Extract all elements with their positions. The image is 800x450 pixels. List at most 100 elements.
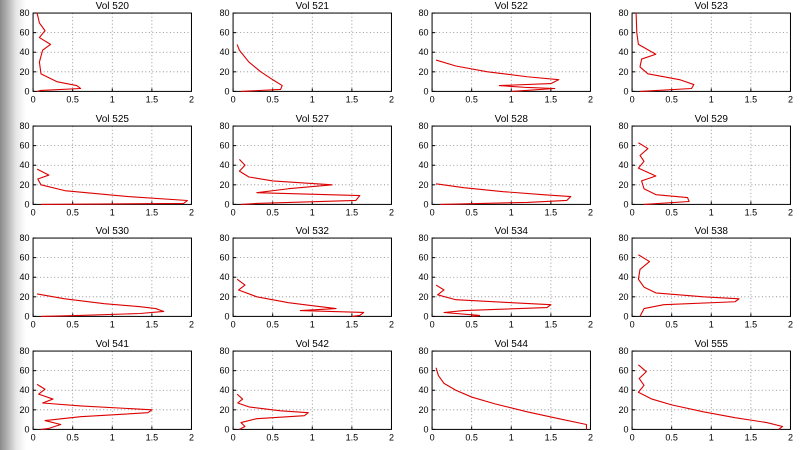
x-tick-label: 2: [189, 207, 194, 217]
subplot-title: Vol 532: [295, 226, 329, 237]
y-tick-label: 40: [219, 385, 229, 395]
data-line: [236, 44, 283, 92]
y-tick-label: 0: [224, 311, 229, 321]
x-tick-label: 0.5: [665, 207, 678, 217]
x-tick-label: 2: [588, 207, 593, 217]
y-tick-label: 60: [419, 28, 429, 38]
x-tick-label: 2: [388, 432, 393, 442]
data-line: [36, 383, 153, 430]
y-tick-label: 60: [419, 140, 429, 150]
y-tick-label: 20: [219, 292, 229, 302]
subplot-vol-532: 0 0.5 1 1.5 2 0 20 40 60 80 Vol 532: [202, 225, 402, 338]
subplot-vol-520: 0 0.5 1 1.5 2 0 20 40 60 80 Vol 520: [2, 0, 202, 113]
x-tick-label: 1.5: [545, 432, 558, 442]
subplot-title: Vol 527: [295, 114, 329, 125]
subplot-title: Vol 541: [96, 339, 130, 350]
y-tick-label: 40: [618, 272, 628, 282]
y-tick-label: 20: [20, 404, 30, 414]
y-tick-label: 60: [20, 28, 30, 38]
x-tick-label: 0.5: [266, 319, 279, 329]
x-tick-label: 0: [629, 207, 634, 217]
x-tick-label: 0: [430, 207, 435, 217]
y-tick-label: 60: [219, 28, 229, 38]
y-tick-label: 0: [25, 86, 30, 96]
x-tick-label: 0.5: [266, 94, 279, 104]
data-line: [635, 13, 694, 92]
y-tick-label: 60: [219, 253, 229, 263]
x-tick-label: 1.5: [345, 207, 358, 217]
x-tick-label: 1.5: [146, 94, 159, 104]
data-line: [637, 254, 740, 317]
y-tick-label: 20: [419, 67, 429, 77]
y-tick-label: 40: [20, 47, 30, 57]
y-tick-label: 20: [20, 179, 30, 189]
y-tick-label: 60: [20, 253, 30, 263]
x-tick-label: 0.5: [665, 432, 678, 442]
subplot-vol-527: 0 0.5 1 1.5 2 0 20 40 60 80 Vol 527: [202, 113, 402, 226]
data-line: [435, 284, 552, 317]
x-tick-label: 1: [110, 207, 115, 217]
y-tick-label: 0: [224, 424, 229, 434]
y-tick-label: 20: [419, 404, 429, 414]
x-tick-label: 0: [31, 432, 36, 442]
x-tick-label: 2: [787, 94, 792, 104]
y-tick-label: 80: [419, 233, 429, 243]
y-tick-label: 20: [219, 179, 229, 189]
subplot-title: Vol 528: [495, 114, 529, 125]
y-tick-label: 60: [20, 140, 30, 150]
y-tick-label: 0: [424, 424, 429, 434]
y-tick-label: 40: [419, 272, 429, 282]
subplot-vol-528: 0 0.5 1 1.5 2 0 20 40 60 80 Vol 528: [401, 113, 601, 226]
data-line: [238, 158, 360, 205]
y-tick-label: 0: [424, 199, 429, 209]
x-tick-label: 0: [430, 319, 435, 329]
data-line: [36, 12, 82, 92]
x-tick-label: 0.5: [66, 94, 79, 104]
y-tick-label: 40: [618, 47, 628, 57]
x-tick-label: 1.5: [744, 94, 757, 104]
x-tick-label: 0: [629, 94, 634, 104]
x-tick-label: 1: [509, 94, 514, 104]
x-tick-label: 1: [708, 94, 713, 104]
y-tick-label: 40: [219, 47, 229, 57]
data-line: [36, 168, 189, 205]
x-tick-label: 1.5: [146, 432, 159, 442]
x-tick-label: 0.5: [465, 94, 478, 104]
x-tick-label: 2: [787, 432, 792, 442]
subplot-vol-544: 0 0.5 1 1.5 2 0 20 40 60 80 Vol 544: [401, 338, 601, 450]
subplot-title: Vol 529: [694, 114, 728, 125]
x-tick-label: 1.5: [345, 94, 358, 104]
y-tick-label: 20: [618, 292, 628, 302]
x-tick-label: 1.5: [345, 432, 358, 442]
y-tick-label: 80: [20, 346, 30, 356]
y-tick-label: 80: [20, 121, 30, 131]
y-tick-label: 60: [618, 140, 628, 150]
x-tick-label: 0.5: [66, 432, 79, 442]
subplot-title: Vol 534: [495, 226, 529, 237]
x-tick-label: 1: [110, 432, 115, 442]
x-tick-label: 1: [110, 94, 115, 104]
y-tick-label: 80: [219, 346, 229, 356]
x-tick-label: 1.5: [146, 207, 159, 217]
y-tick-label: 80: [419, 8, 429, 18]
data-line: [435, 59, 560, 92]
x-tick-label: 1: [509, 207, 514, 217]
x-tick-label: 1: [309, 319, 314, 329]
x-tick-label: 0: [230, 319, 235, 329]
subplot-title: Vol 538: [694, 226, 728, 237]
y-tick-label: 40: [219, 160, 229, 170]
x-tick-label: 2: [189, 432, 194, 442]
y-tick-label: 20: [419, 179, 429, 189]
y-tick-label: 60: [219, 365, 229, 375]
y-tick-label: 40: [20, 385, 30, 395]
x-tick-label: 0.5: [266, 207, 279, 217]
y-tick-label: 0: [25, 199, 30, 209]
subplot-title: Vol 530: [96, 226, 130, 237]
y-tick-label: 40: [219, 272, 229, 282]
subplot-vol-522: 0 0.5 1 1.5 2 0 20 40 60 80 Vol 522: [401, 0, 601, 113]
y-tick-label: 20: [618, 404, 628, 414]
